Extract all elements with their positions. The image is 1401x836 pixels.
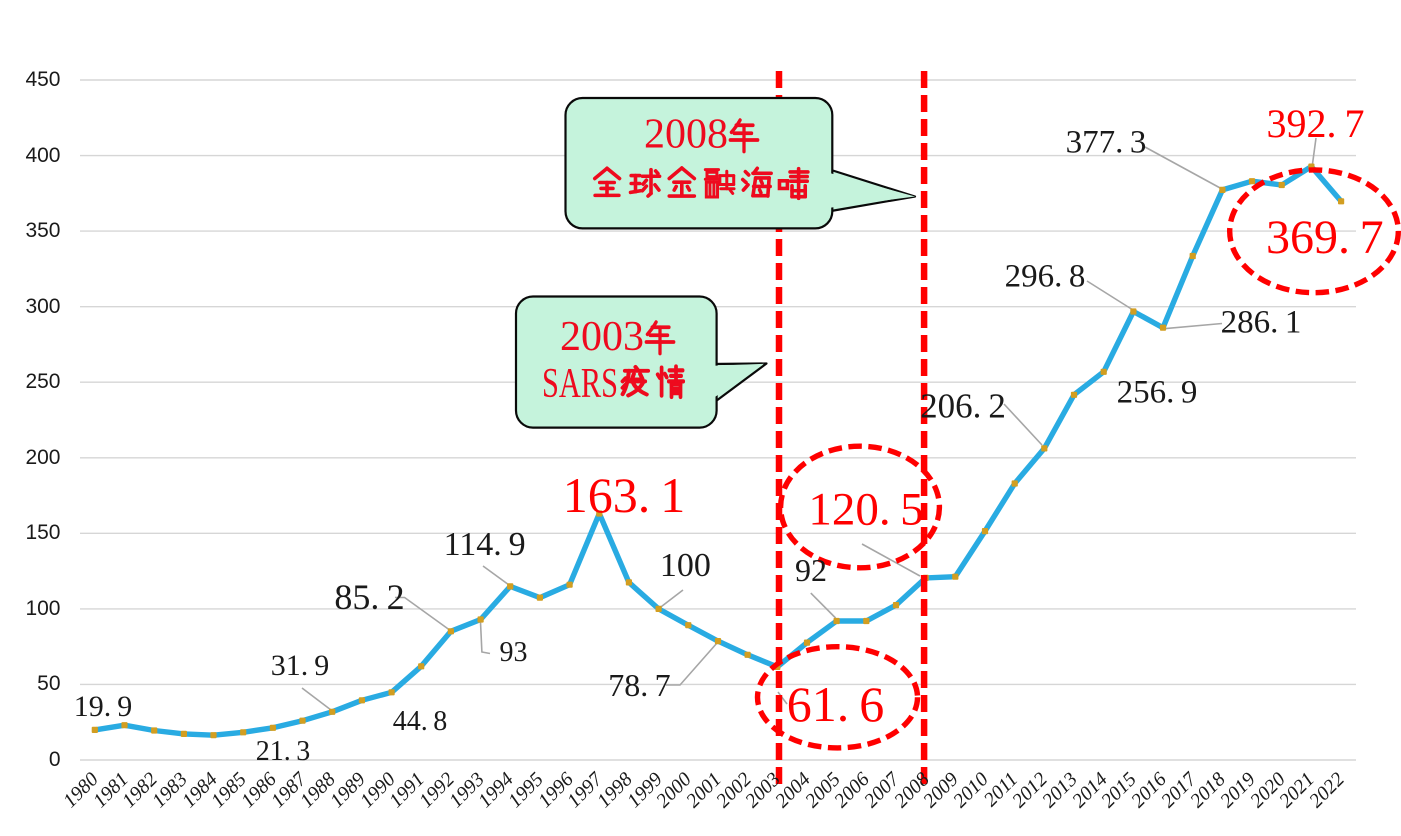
svg-text:SARS: SARS — [542, 361, 618, 407]
svg-text:2008: 2008 — [644, 112, 728, 158]
svg-text:2003: 2003 — [560, 314, 644, 360]
